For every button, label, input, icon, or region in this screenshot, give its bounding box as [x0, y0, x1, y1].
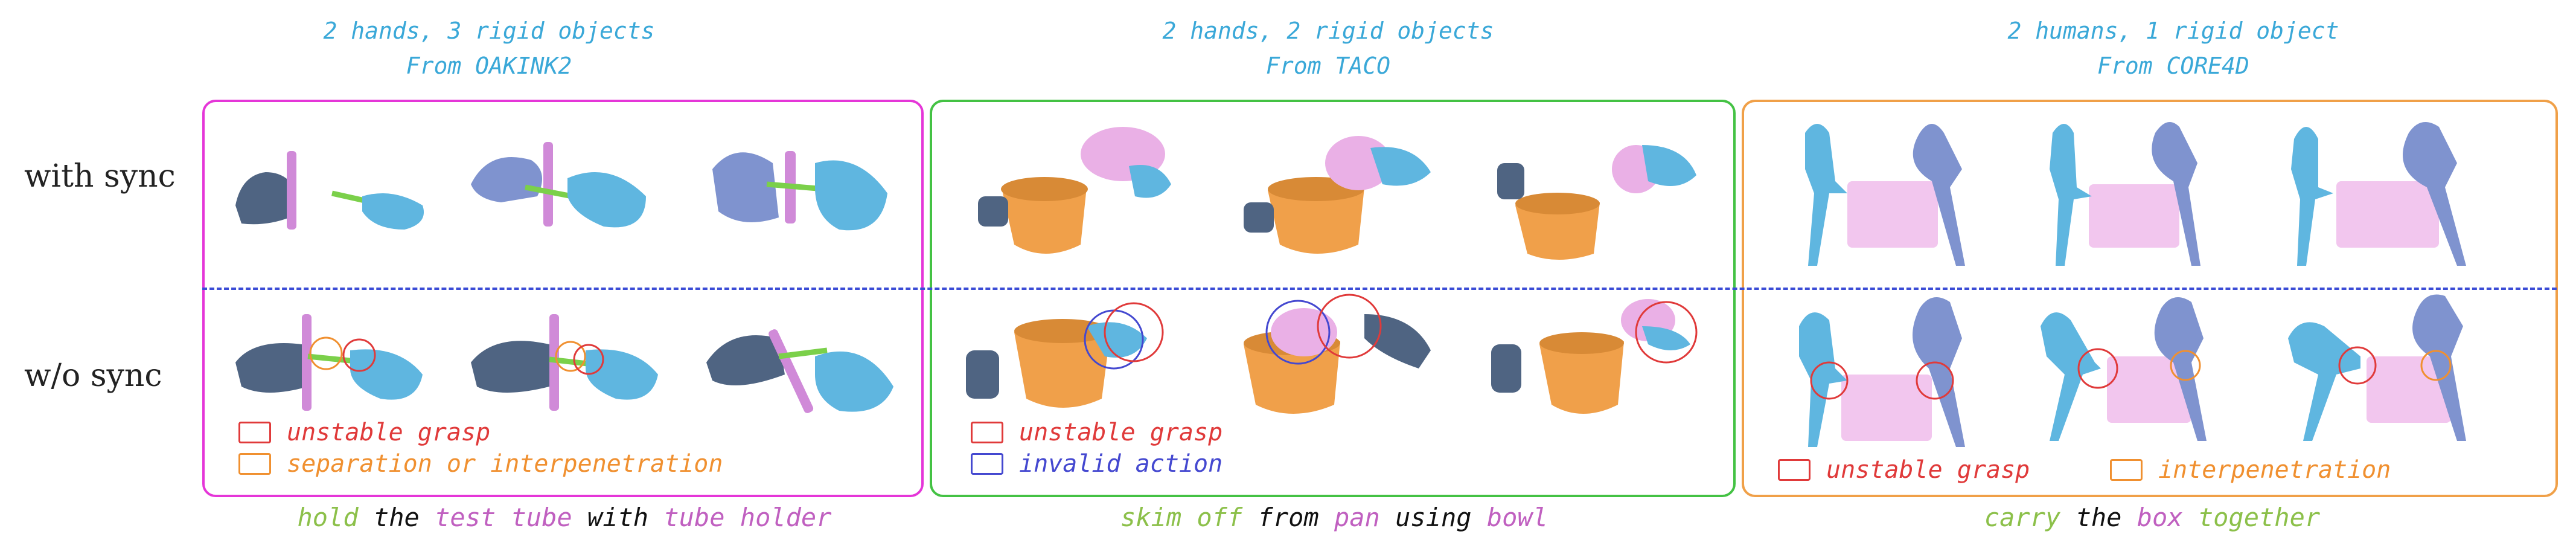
legend-label: interpenetration	[2158, 456, 2391, 484]
scene-taco-sync-2	[1244, 136, 1431, 254]
legend-label: unstable grasp	[1019, 419, 1223, 446]
scene-oakink2-sync-1	[235, 151, 424, 230]
panel-3-title-line2: From CORE4D	[2097, 53, 2249, 79]
scene-taco-sync-3	[1497, 145, 1696, 260]
caption-word: box	[2137, 503, 2183, 532]
panel-oakink2	[202, 100, 924, 497]
caption-word: carry	[1984, 503, 2061, 532]
panel-1-title: 2 hands, 3 rigid objects From OAKINK2	[157, 13, 821, 83]
legend-label: separation or interpenetration	[287, 450, 723, 478]
legend-swatch	[971, 422, 1003, 443]
legend-label: invalid action	[1019, 450, 1223, 478]
caption-word: bowl	[1486, 503, 1548, 532]
row-divider	[202, 288, 2557, 290]
caption-core4d: carry the box together	[1802, 503, 2502, 532]
scene-oakink2-sync-2	[471, 142, 646, 228]
legend-p2-unstable: unstable grasp	[971, 419, 1222, 446]
legend-p3-unstable: unstable grasp	[1778, 456, 2030, 484]
scene-core4d-sync-1	[1805, 124, 1965, 266]
scene-oakink2-nosync-2	[471, 314, 658, 411]
scene-oakink2-nosync-3	[706, 329, 893, 413]
caption-oakink2: hold the test tube with tube holder	[214, 503, 915, 532]
caption-word: test tube	[435, 503, 572, 532]
scene-core4d-sync-3	[2291, 122, 2466, 266]
scene-taco-nosync-3	[1491, 299, 1698, 414]
caption-word: hold	[297, 503, 359, 532]
caption-word: using	[1379, 503, 1487, 532]
row-label-with-sync: with sync	[24, 158, 176, 195]
legend-p3-interpenetration: interpenetration	[2110, 456, 2391, 484]
legend-swatch	[971, 453, 1003, 475]
caption-word: the	[2060, 503, 2137, 532]
caption-word: tube holder	[663, 503, 832, 532]
caption-word: with	[572, 503, 664, 532]
legend-swatch	[238, 453, 271, 475]
scene-taco-sync-1	[978, 127, 1171, 254]
scene-oakink2-sync-3	[712, 151, 887, 231]
legend-label: unstable grasp	[1826, 456, 2030, 484]
panel-core4d	[1742, 100, 2558, 497]
panel-3-title: 2 humans, 1 rigid object From CORE4D	[1841, 13, 2505, 83]
legend-swatch	[238, 422, 271, 443]
panel-2-title-line1: 2 hands, 2 rigid objects	[1162, 18, 1494, 44]
scene-oakink2-nosync-1	[235, 314, 423, 411]
panel-2-title-line2: From TACO	[1266, 53, 1390, 79]
caption-word: from	[1242, 503, 1334, 532]
scene-taco-nosync-2	[1244, 294, 1431, 414]
panel-1-title-line2: From OAKINK2	[406, 53, 572, 79]
caption-word: the	[358, 503, 435, 532]
legend-p2-invalid: invalid action	[971, 450, 1222, 478]
scene-core4d-nosync-2	[2041, 297, 2207, 441]
caption-word: pan	[1334, 503, 1380, 532]
caption-word: skim off	[1120, 503, 1243, 532]
scene-core4d-nosync-1	[1799, 297, 1965, 447]
panel-taco	[930, 100, 1736, 497]
legend-swatch	[1778, 459, 1811, 481]
caption-word: together	[2182, 503, 2321, 532]
legend-p1-separation: separation or interpenetration	[238, 450, 723, 478]
legend-label: unstable grasp	[287, 419, 491, 446]
panel-1-title-line1: 2 hands, 3 rigid objects	[323, 18, 655, 44]
panel-2-title: 2 hands, 2 rigid objects From TACO	[996, 13, 1660, 83]
legend-swatch	[2110, 459, 2143, 481]
scene-taco-nosync-1	[966, 302, 1164, 408]
caption-taco: skim off from pan using bowl	[984, 503, 1684, 532]
scene-core4d-nosync-3	[2288, 294, 2466, 441]
panel-3-title-line1: 2 humans, 1 rigid object	[2007, 18, 2339, 44]
scene-core4d-sync-2	[2050, 122, 2200, 266]
row-label-without-sync: w/o sync	[24, 358, 162, 394]
legend-p1-unstable: unstable grasp	[238, 419, 490, 446]
